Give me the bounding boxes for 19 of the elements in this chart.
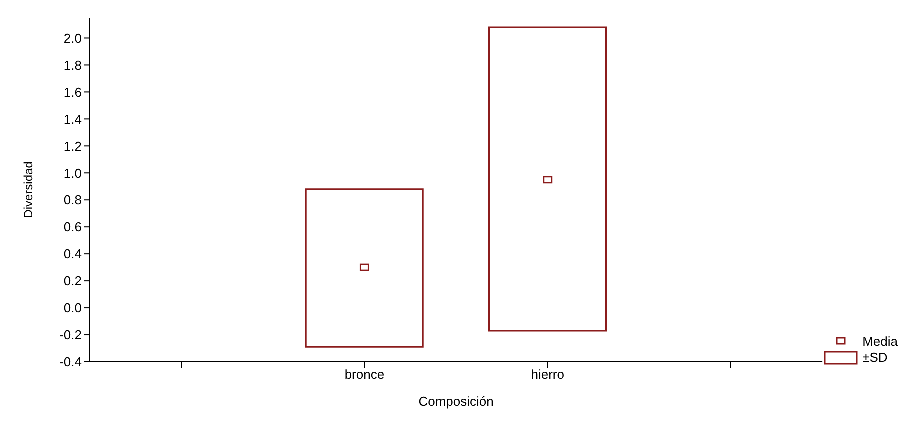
y-tick-label: 1.0 xyxy=(64,166,82,181)
y-tick-label: 0.2 xyxy=(64,274,82,289)
y-tick-label: 0.6 xyxy=(64,220,82,235)
y-tick-label: 0.0 xyxy=(64,300,82,316)
y-tick-label: -0.2 xyxy=(60,328,82,343)
y-axis-title: Diversidad xyxy=(21,162,36,218)
y-tick-label: 1.6 xyxy=(64,84,82,100)
y-tick-label: 0.4 xyxy=(64,246,82,262)
x-tick-label: bronce xyxy=(344,367,385,382)
x-axis-title: Composición xyxy=(418,394,494,409)
y-tick-label: 1.4 xyxy=(64,112,82,127)
y-tick-label: 1.2 xyxy=(64,138,82,154)
y-tick-label: 1.8 xyxy=(64,58,82,73)
y-tick-label: 0.8 xyxy=(64,192,82,208)
y-tick-label: -0.4 xyxy=(60,354,82,370)
y-tick-label: 2.0 xyxy=(64,30,82,46)
legend-label: Media xyxy=(862,334,898,349)
legend-label: ±SD xyxy=(862,350,888,365)
x-tick-label: hierro xyxy=(531,367,564,382)
